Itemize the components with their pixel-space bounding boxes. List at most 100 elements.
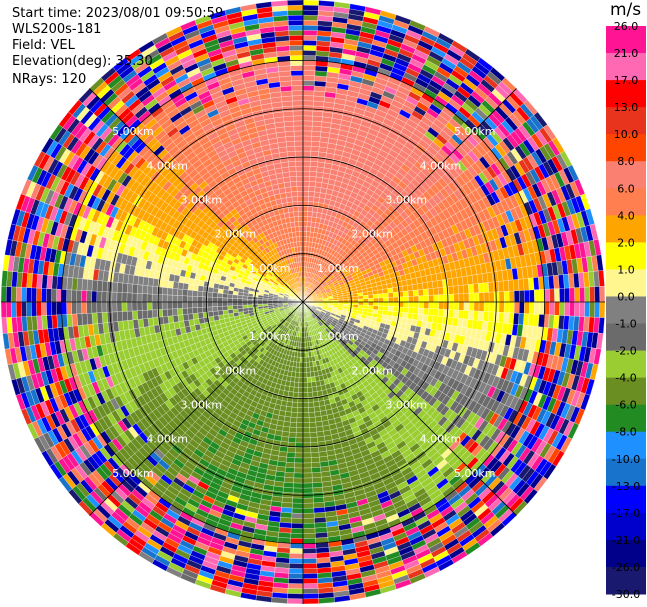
velocity-gate <box>367 294 374 299</box>
velocity-gate <box>403 301 409 308</box>
velocity-gate <box>417 313 424 322</box>
velocity-gate <box>291 507 304 514</box>
velocity-gate <box>549 301 555 316</box>
velocity-gate <box>508 290 515 303</box>
velocity-gate <box>302 45 317 51</box>
velocity-gate <box>312 110 324 117</box>
velocity-gate <box>302 55 317 61</box>
velocity-gate <box>438 287 444 296</box>
velocity-gate <box>363 298 369 303</box>
velocity-gate <box>302 115 313 122</box>
velocity-gate <box>308 411 316 418</box>
velocity-gate <box>289 548 304 554</box>
velocity-gate <box>468 292 475 303</box>
velocity-gate <box>311 130 322 137</box>
velocity-gate <box>302 518 315 524</box>
velocity-gate <box>427 315 434 323</box>
velocity-gate <box>293 386 299 393</box>
velocity-gate <box>288 386 295 393</box>
velocity-gate <box>508 279 515 292</box>
velocity-gate <box>309 166 318 172</box>
velocity-gate <box>427 281 434 289</box>
velocity-gate <box>372 293 379 299</box>
velocity-gate <box>312 120 323 127</box>
velocity-gate <box>463 293 470 303</box>
velocity-gate <box>402 290 409 297</box>
velocity-gate <box>302 241 307 247</box>
velocity-gate <box>285 406 293 413</box>
velocity-gate <box>539 301 545 315</box>
velocity-gate <box>513 312 520 325</box>
velocity-gate <box>302 382 308 388</box>
velocity-gate <box>290 538 304 544</box>
velocity-gate <box>302 512 315 519</box>
velocity-gate <box>503 312 510 324</box>
velocity-gate <box>295 437 304 444</box>
velocity-gate <box>299 352 304 358</box>
velocity-gate <box>305 351 309 358</box>
velocity-gate <box>478 292 485 303</box>
velocity-gate <box>302 588 319 595</box>
velocity-gate <box>412 313 419 321</box>
velocity-gate <box>283 416 292 423</box>
velocity-gate <box>310 447 319 453</box>
velocity-gate <box>312 477 323 484</box>
velocity-gate <box>529 289 535 303</box>
velocity-gate <box>314 411 322 418</box>
velocity-gate <box>307 386 313 393</box>
velocity-gate <box>284 472 295 479</box>
velocity-gate <box>302 497 314 504</box>
velocity-gate <box>428 308 434 316</box>
velocity-gate <box>488 301 495 313</box>
velocity-gate <box>302 583 319 590</box>
velocity-gate <box>458 293 465 303</box>
velocity-gate <box>584 286 591 303</box>
velocity-gate <box>337 297 344 301</box>
velocity-gate <box>408 296 414 303</box>
velocity-gate <box>483 301 490 312</box>
velocity-gate <box>372 305 379 311</box>
velocity-gate <box>422 314 429 322</box>
velocity-gate <box>569 301 575 317</box>
velocity-gate <box>302 176 310 182</box>
velocity-gate <box>280 507 293 514</box>
velocity-gate <box>422 282 429 290</box>
velocity-gate <box>428 295 434 303</box>
velocity-gate <box>458 285 464 294</box>
velocity-gate <box>296 427 304 433</box>
velocity-gate <box>559 301 565 316</box>
velocity-gate <box>302 150 312 157</box>
velocity-gate <box>513 279 520 292</box>
velocity-gate <box>347 296 354 300</box>
velocity-gate <box>564 301 570 317</box>
velocity-gate <box>594 286 601 303</box>
velocity-gate <box>308 406 315 413</box>
velocity-gate <box>309 437 318 443</box>
velocity-gate <box>503 280 510 292</box>
velocity-gate <box>302 598 319 605</box>
velocity-gate <box>302 427 310 433</box>
velocity-gate <box>302 407 309 413</box>
velocity-gate <box>311 135 321 142</box>
velocity-gate <box>311 211 318 218</box>
velocity-gate <box>598 317 605 334</box>
velocity-gate <box>302 402 309 408</box>
velocity-gate <box>367 290 374 296</box>
velocity-gate <box>292 497 304 504</box>
velocity-gate <box>311 141 320 147</box>
velocity-gate <box>286 401 293 408</box>
velocity-gate <box>382 292 389 298</box>
velocity-gate <box>302 543 317 549</box>
velocity-gate <box>306 231 311 238</box>
velocity-gate <box>417 282 424 291</box>
velocity-gate <box>307 206 314 213</box>
velocity-gate <box>463 284 470 294</box>
velocity-gate <box>458 310 464 319</box>
velocity-gate <box>287 583 304 590</box>
velocity-gate <box>309 161 318 167</box>
velocity-gate <box>298 382 304 388</box>
velocity-gate <box>307 211 313 218</box>
velocity-gate <box>453 301 460 311</box>
velocity-gate <box>302 417 310 423</box>
